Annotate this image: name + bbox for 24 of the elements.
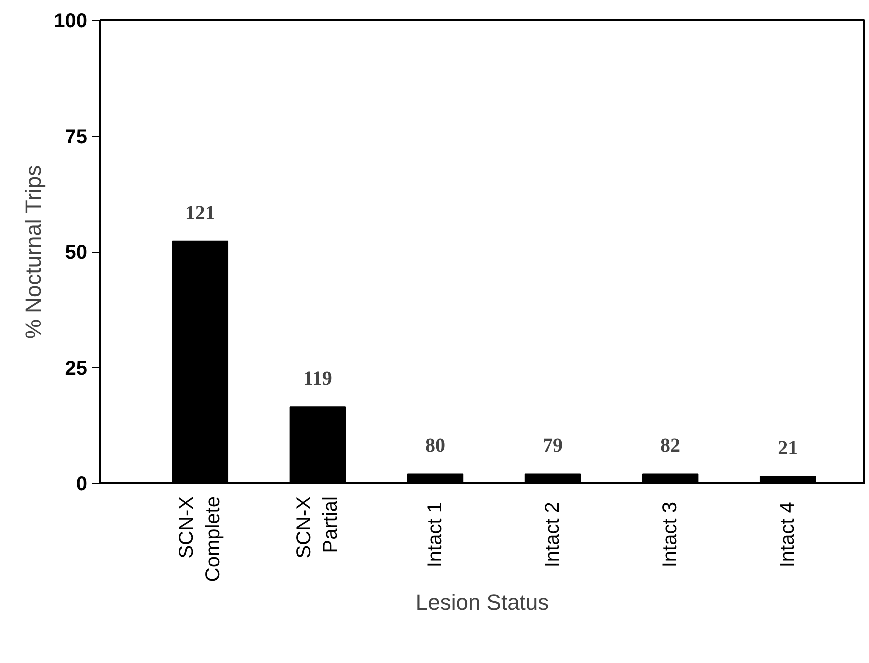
bar [407,474,464,484]
annotation: 21 [778,438,798,460]
x-tick-label: SCN-X Partial [294,496,342,559]
y-tick-label: 100 [54,10,88,32]
annotation: 80 [425,435,446,458]
y-tick-label: 25 [65,358,88,380]
annotation: 82 [660,435,681,458]
x-tick-label: Intact 4 [777,502,800,568]
x-tick-label: Intact 3 [660,502,682,568]
bar [290,406,346,484]
y-axis-title: % Nocturnal Trips [21,165,46,340]
y-tick-label: 50 [65,242,88,264]
y-tick-label: 0 [76,474,88,496]
x-axis-title: Lesion Status [416,590,550,616]
annotation: 121 [185,202,216,224]
x-tick-label: Intact 1 [424,502,446,568]
x-tick-label: Intact 2 [542,502,564,568]
bar [642,474,699,484]
bar [172,240,229,484]
bar [524,474,582,484]
annotation: 119 [304,368,332,390]
x-tick-label: SCN-X Complete [176,496,225,582]
y-tick-label: 75 [65,126,88,148]
annotation: 79 [543,435,564,458]
